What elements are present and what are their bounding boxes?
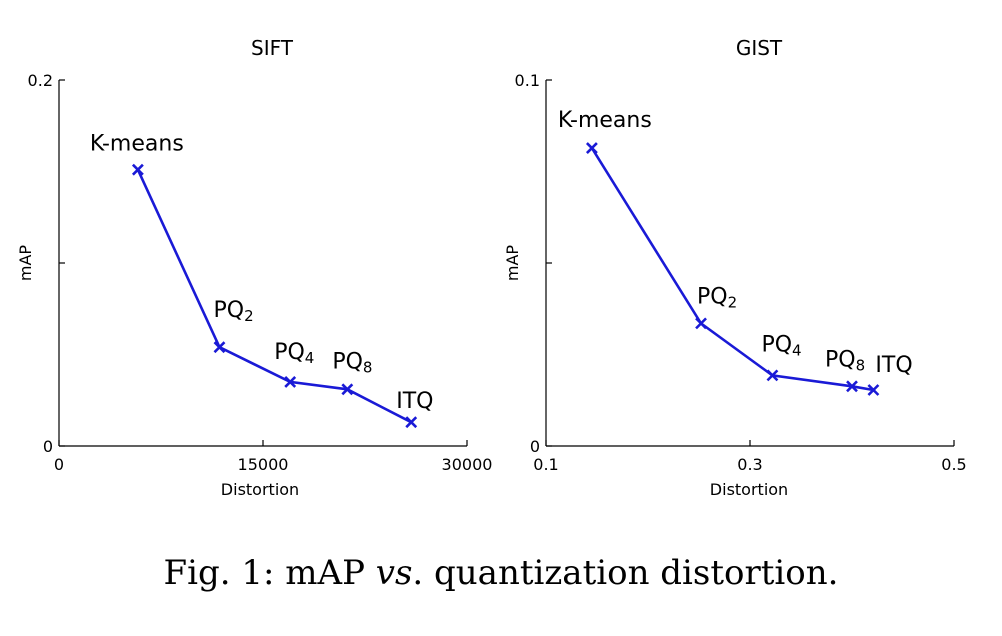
caption-suffix: . quantization distortion. <box>412 553 839 593</box>
sift-ticks: 0 15000 30000 0 0.2 <box>28 71 493 474</box>
sift-x-tick-label: 15000 <box>238 455 289 474</box>
sift-x-axis-label: Distortion <box>221 480 299 499</box>
gist-point-marker <box>846 380 858 393</box>
gist-point-label: ITQ <box>875 353 912 378</box>
sift-y-axis-label: mAP <box>16 245 35 282</box>
gist-chart: GIST Distortion mAP 0.1 0.3 0.500.1 K-mean… <box>503 36 967 499</box>
figure-canvas: SIFT Distortion mAP 0 15000 30000 0 0.2 K-me… <box>16 36 967 499</box>
sift-series-line <box>136 169 412 424</box>
gist-point-label: PQ2 <box>697 284 737 311</box>
gist-chart-title: GIST <box>736 36 783 60</box>
sift-point-label: PQ2 <box>213 298 253 325</box>
gist-x-axis-label: Distortion <box>710 480 788 499</box>
sift-point-marker <box>405 416 418 429</box>
gist-point-label: PQ8 <box>825 347 865 374</box>
sift-y-tick-label: 0.2 <box>28 71 53 90</box>
gist-x-tick-label: 0.3 <box>737 455 762 474</box>
gist-plot-area: K-means PQ2 PQ4 PQ8 ITQ <box>558 108 913 396</box>
figure-caption: Fig. 1: mAP vs. quantization distortion. <box>0 553 1002 593</box>
sift-x-tick-label: 0 <box>54 455 64 474</box>
caption-italic: vs <box>375 553 413 593</box>
gist-point-marker <box>867 384 880 396</box>
sift-point-marker <box>213 341 226 354</box>
gist-ticks: 0.1 0.3 0.500.1 <box>515 71 967 474</box>
sift-point-label: ITQ <box>396 389 433 414</box>
gist-point-marker <box>695 317 707 330</box>
sift-y-tick-label: 0 <box>43 437 53 456</box>
gist-point-label: PQ4 <box>761 332 801 359</box>
sift-point-label: PQ4 <box>274 340 314 367</box>
gist-y-tick-label: 0 <box>530 437 540 456</box>
sift-plot-area: K-means PQ2 PQ4 PQ8 ITQ <box>90 132 433 429</box>
sift-point-marker <box>284 376 297 388</box>
gist-x-tick-label: 0.1 <box>533 455 558 474</box>
sift-chart: SIFT Distortion mAP 0 15000 30000 0 0.2 K-me… <box>16 36 492 499</box>
caption-prefix: Fig. 1: mAP <box>163 553 376 593</box>
gist-y-tick-label: 0.1 <box>515 71 540 90</box>
gist-point-label: K-means <box>558 108 652 133</box>
gist-point-marker <box>585 142 598 154</box>
sift-point-label: PQ8 <box>332 349 372 376</box>
gist-point-marker <box>766 369 779 382</box>
gist-y-axis-label: mAP <box>503 245 522 282</box>
sift-x-tick-label: 30000 <box>442 455 493 474</box>
sift-point-marker <box>131 163 144 176</box>
sift-point-label: K-means <box>90 132 184 157</box>
sift-point-marker <box>341 383 354 396</box>
gist-x-tick-label: 0.5 <box>941 455 966 474</box>
sift-chart-title: SIFT <box>251 36 294 60</box>
